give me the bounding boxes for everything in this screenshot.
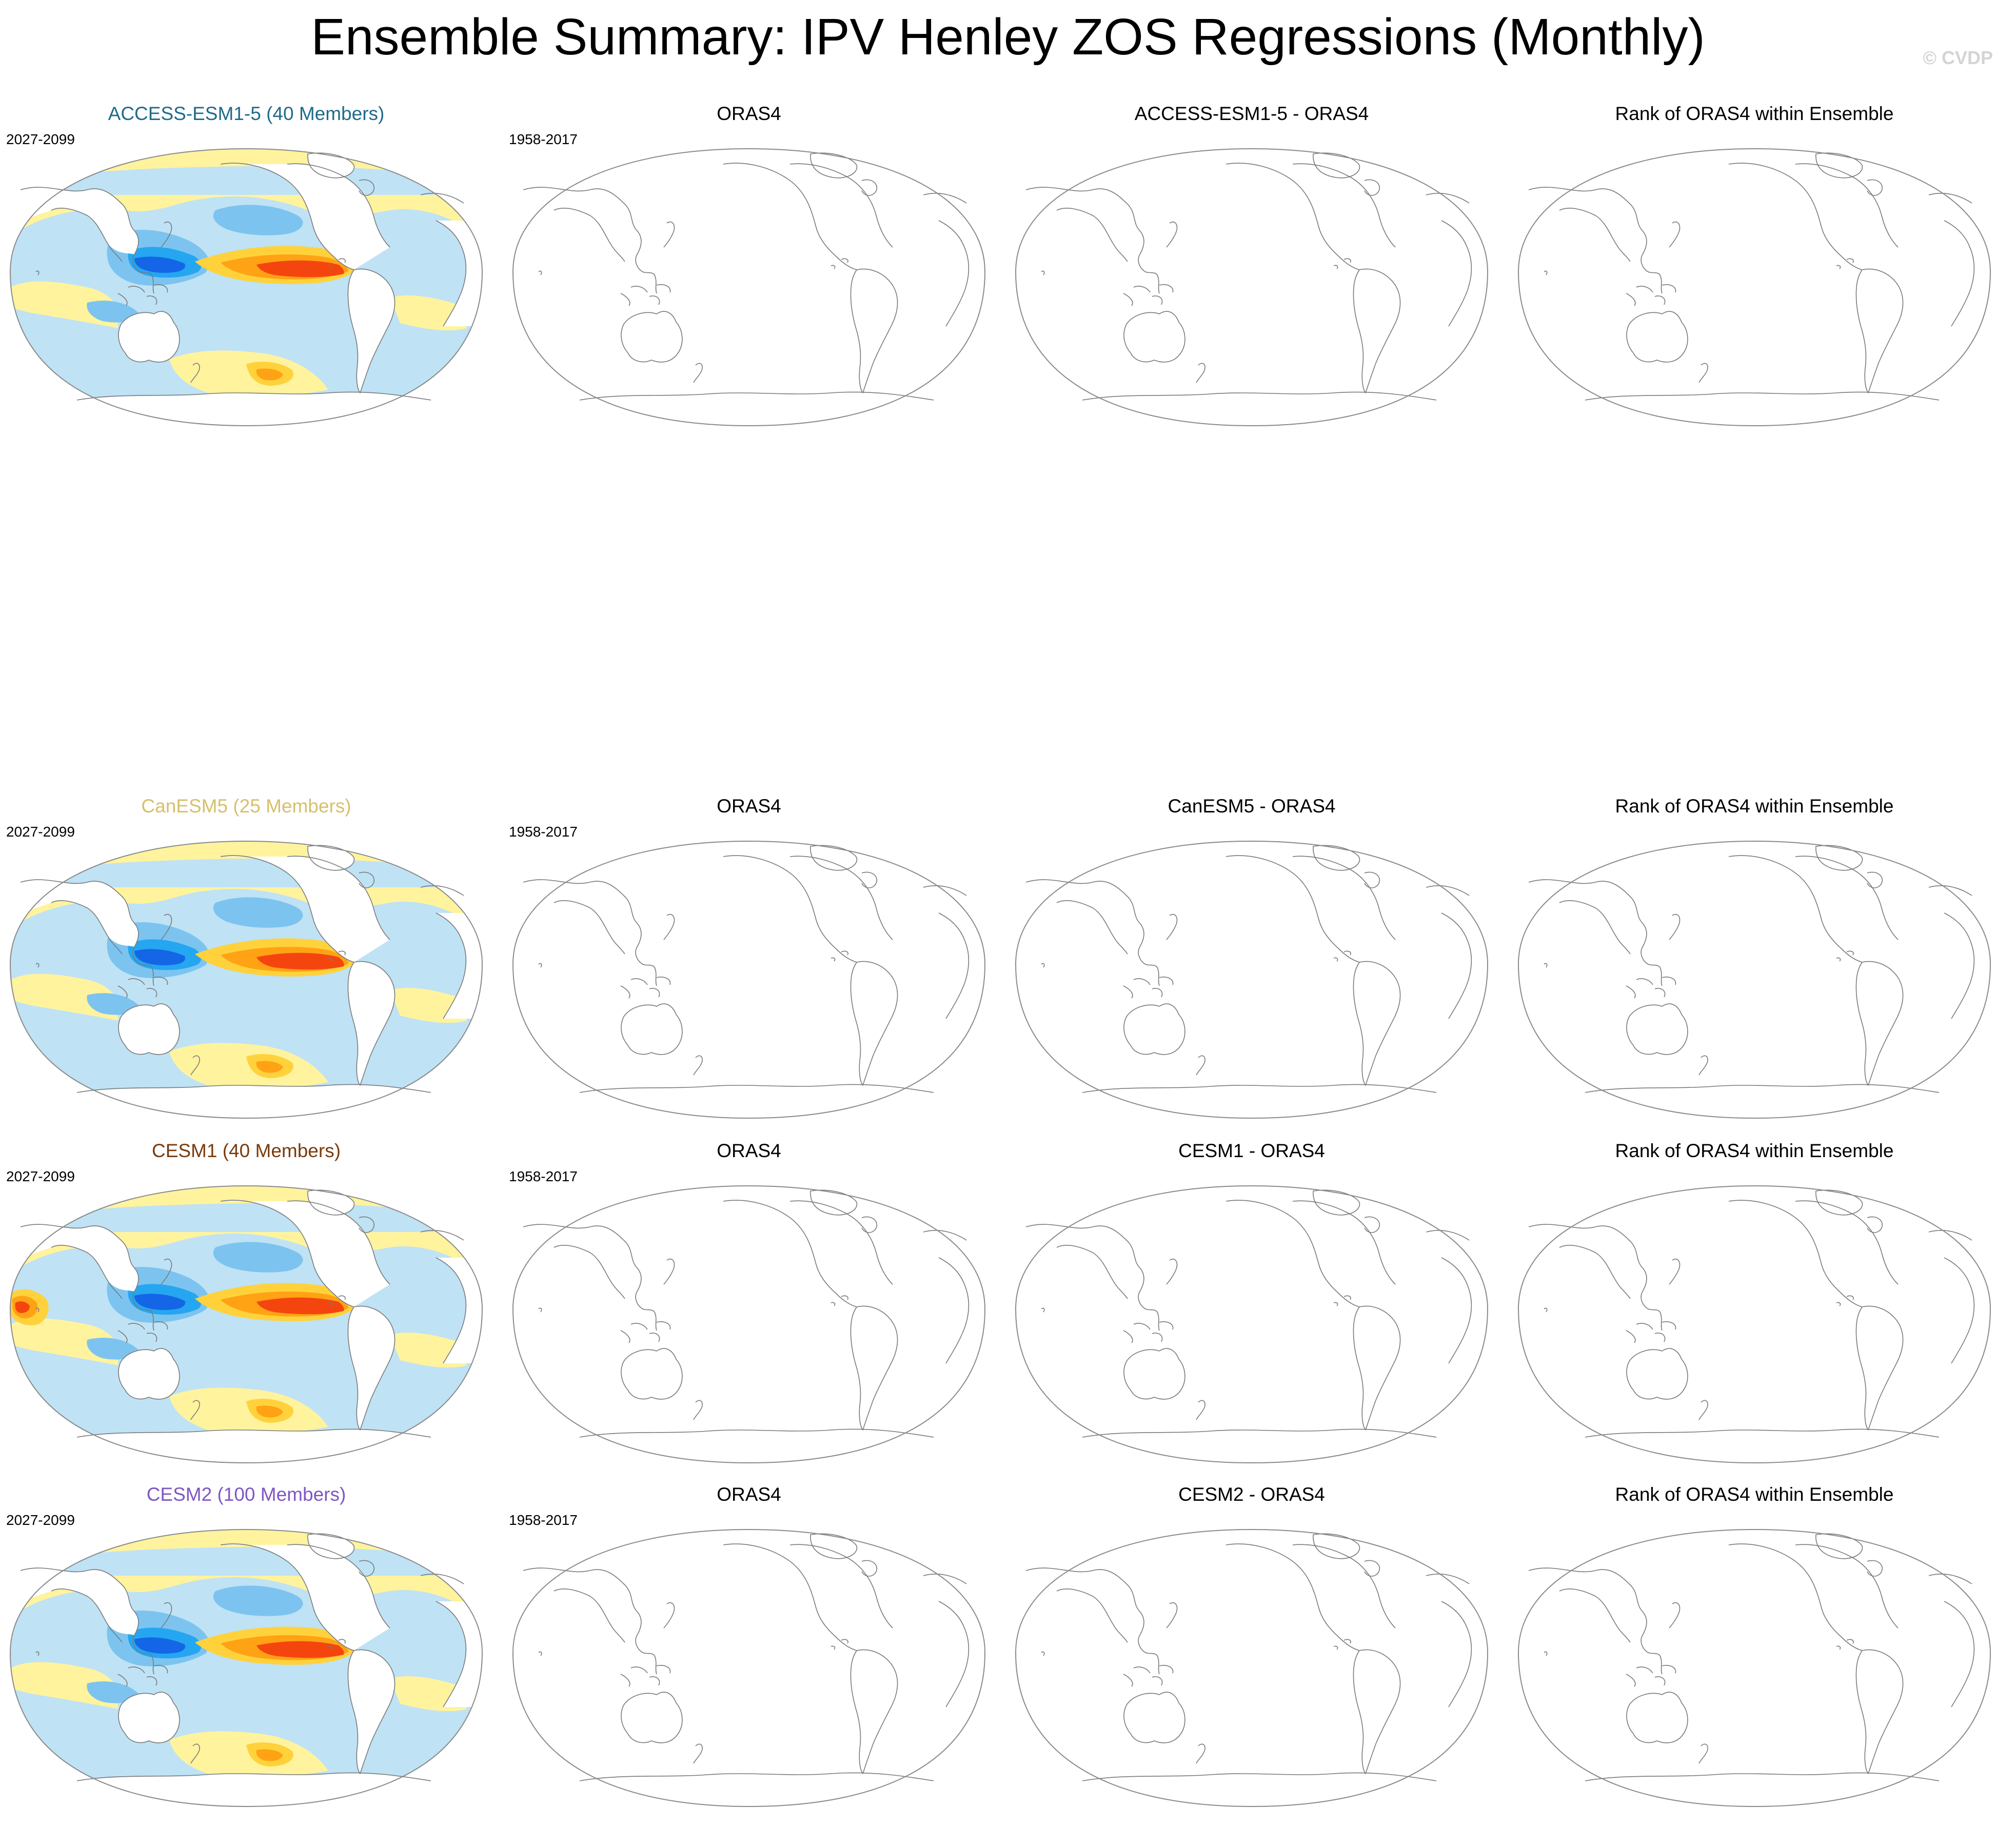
panel-diff: CESM1 - ORAS4 bbox=[1005, 1140, 1498, 1478]
panel-obs: ORAS4 1958-2017 bbox=[503, 103, 995, 441]
panel-period: 1958-2017 bbox=[509, 131, 578, 147]
map-diff-empty bbox=[1015, 1529, 1488, 1807]
panel-title-model: ACCESS-ESM1-5 (40 Members) bbox=[108, 103, 385, 124]
panel-title-rank: Rank of ORAS4 within Ensemble bbox=[1615, 796, 1894, 817]
panel-period: 1958-2017 bbox=[509, 824, 578, 840]
panel-title-obs: ORAS4 bbox=[717, 1140, 781, 1161]
map-rank-empty bbox=[1518, 148, 1991, 426]
panel-period: 2027-2099 bbox=[6, 1168, 75, 1184]
panel-rank: Rank of ORAS4 within Ensemble bbox=[1508, 1483, 2001, 1822]
panel-title-diff: CESM1 - ORAS4 bbox=[1178, 1140, 1325, 1161]
map-diff-empty bbox=[1015, 148, 1488, 426]
panel-model-cesm1: CESM1 (40 Members) 2027-2099 bbox=[0, 1140, 492, 1478]
map-model-field bbox=[10, 148, 483, 426]
panel-title-obs: ORAS4 bbox=[717, 1484, 781, 1505]
map-obs-empty bbox=[512, 841, 985, 1119]
panel-title-obs: ORAS4 bbox=[717, 796, 781, 817]
map-model-field bbox=[10, 1185, 483, 1463]
panel-title-model: CESM2 (100 Members) bbox=[146, 1484, 346, 1505]
page-title: Ensemble Summary: IPV Henley ZOS Regress… bbox=[311, 8, 1705, 66]
panel-rank: Rank of ORAS4 within Ensemble bbox=[1508, 103, 2001, 441]
panel-model-canesm5: CanESM5 (25 Members) 2027-2099 bbox=[0, 795, 492, 1134]
map-obs-empty bbox=[512, 1185, 985, 1463]
panel-title-model: CanESM5 (25 Members) bbox=[141, 796, 351, 817]
map-rank-empty bbox=[1518, 841, 1991, 1119]
panel-period: 1958-2017 bbox=[509, 1512, 578, 1528]
map-model-field bbox=[10, 1529, 483, 1807]
map-model-field bbox=[10, 841, 483, 1119]
map-rank-empty bbox=[1518, 1529, 1991, 1807]
map-rank-empty bbox=[1518, 1185, 1991, 1463]
panel-title-model: CESM1 (40 Members) bbox=[151, 1140, 341, 1161]
panel-title-rank: Rank of ORAS4 within Ensemble bbox=[1615, 1484, 1894, 1505]
panel-diff: CanESM5 - ORAS4 bbox=[1005, 795, 1498, 1134]
map-diff-empty bbox=[1015, 841, 1488, 1119]
map-obs-empty bbox=[512, 148, 985, 426]
panel-title-obs: ORAS4 bbox=[717, 103, 781, 124]
panel-diff: ACCESS-ESM1-5 - ORAS4 bbox=[1005, 103, 1498, 441]
panel-period: 2027-2099 bbox=[6, 1512, 75, 1528]
map-diff-empty bbox=[1015, 1185, 1488, 1463]
panel-title-rank: Rank of ORAS4 within Ensemble bbox=[1615, 103, 1894, 124]
panel-obs: ORAS4 1958-2017 bbox=[503, 1140, 995, 1478]
map-obs-empty bbox=[512, 1529, 985, 1807]
panel-title-diff: CanESM5 - ORAS4 bbox=[1168, 796, 1336, 817]
panel-diff: CESM2 - ORAS4 bbox=[1005, 1483, 1498, 1822]
panel-period: 2027-2099 bbox=[6, 824, 75, 840]
panel-title-rank: Rank of ORAS4 within Ensemble bbox=[1615, 1140, 1894, 1161]
panel-model-access-esm1-5: ACCESS-ESM1-5 (40 Members) 2027-2099 bbox=[0, 103, 492, 441]
panel-period: 2027-2099 bbox=[6, 131, 75, 147]
panel-period: 1958-2017 bbox=[509, 1168, 578, 1184]
cvdp-watermark: © CVDP bbox=[1923, 47, 1993, 68]
panel-obs: ORAS4 1958-2017 bbox=[503, 1483, 995, 1822]
panel-rank: Rank of ORAS4 within Ensemble bbox=[1508, 795, 2001, 1134]
panel-title-diff: CESM2 - ORAS4 bbox=[1178, 1484, 1325, 1505]
panel-rank: Rank of ORAS4 within Ensemble bbox=[1508, 1140, 2001, 1478]
panel-obs: ORAS4 1958-2017 bbox=[503, 795, 995, 1134]
panel-title-diff: ACCESS-ESM1-5 - ORAS4 bbox=[1134, 103, 1369, 124]
panel-model-cesm2: CESM2 (100 Members) 2027-2099 bbox=[0, 1483, 492, 1822]
